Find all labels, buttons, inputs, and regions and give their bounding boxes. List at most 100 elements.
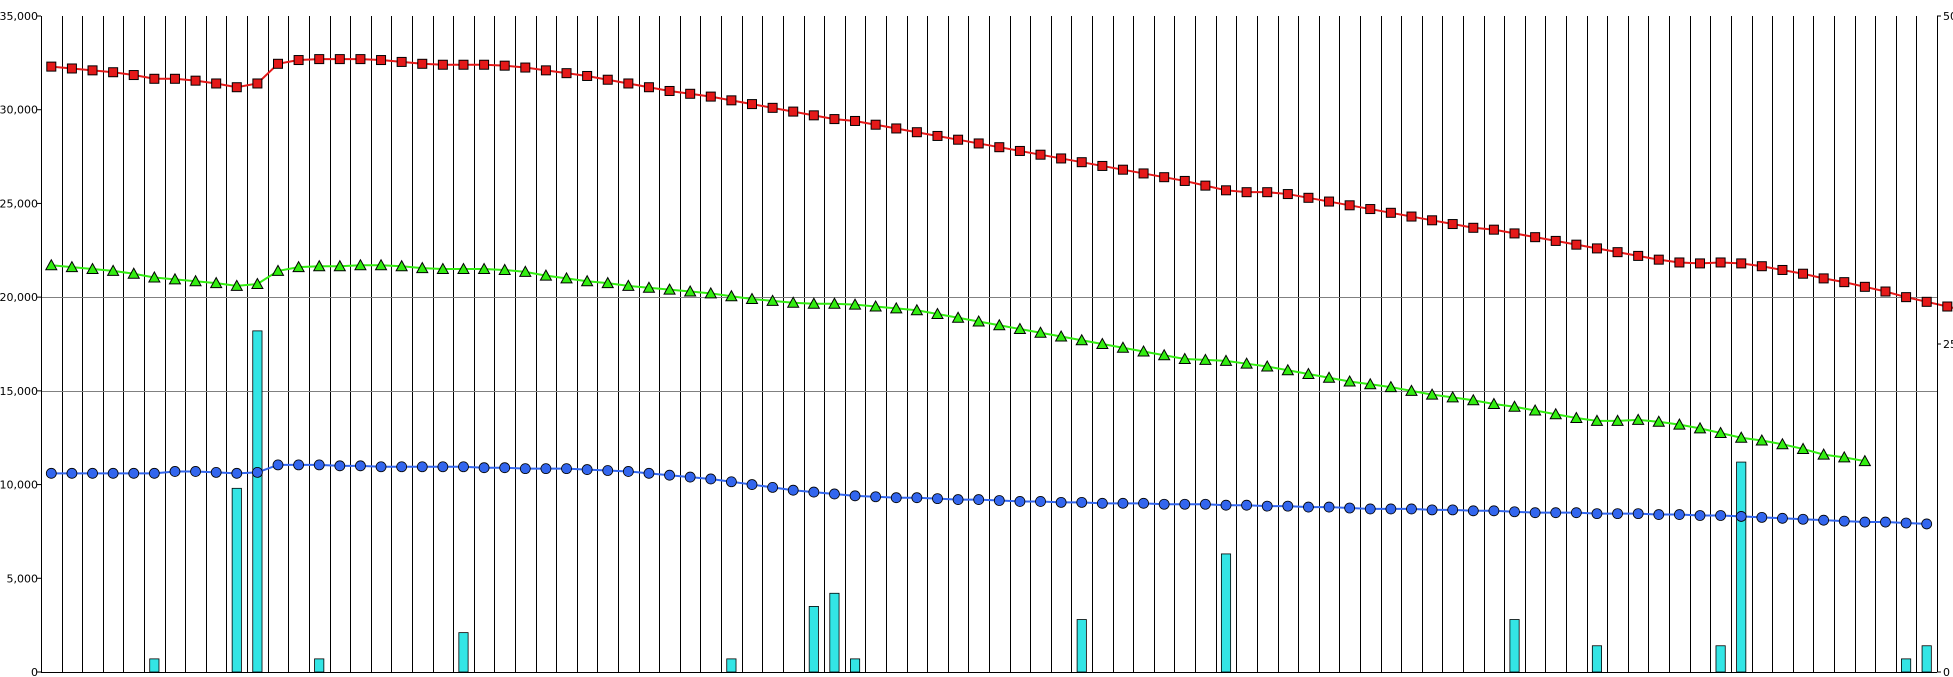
line-series [44,54,1953,530]
data-point [1715,257,1726,268]
data-point [643,82,654,93]
data-point [1529,507,1541,519]
series-square [46,54,1953,312]
data-point [210,466,222,478]
data-point [602,74,613,85]
data-point [189,274,202,287]
data-point [1653,509,1665,520]
data-point [1282,189,1293,200]
data-point [1138,168,1149,179]
data-point [1344,502,1356,514]
data-point [66,63,77,74]
data-point [1178,352,1192,364]
data-point [1858,454,1872,467]
data-point [1571,239,1582,250]
data-point [457,262,470,275]
data-point [252,78,263,89]
data-point [1344,200,1355,211]
data-point [1056,153,1067,164]
data-point [973,138,984,149]
data-point [458,59,469,70]
data-point [683,284,697,297]
data-point [1385,503,1397,515]
data-point [951,311,965,323]
data-point [1612,247,1623,258]
bar [1715,645,1726,673]
data-point [355,460,366,472]
data-point [808,486,820,498]
data-point [1364,503,1376,515]
data-point [209,276,223,289]
data-point [168,272,182,285]
data-point [1528,403,1542,416]
data-point [1014,145,1025,156]
data-point [1384,380,1398,393]
data-point [169,73,180,84]
data-point [622,279,635,291]
data-point [932,493,943,505]
data-point [891,123,902,134]
data-point [1075,333,1089,346]
data-point [684,471,696,483]
bar [1591,645,1602,673]
data-point [374,258,388,271]
data-point [1508,400,1521,412]
data-point [766,294,779,306]
data-point [1837,450,1851,463]
data-point [561,463,572,475]
data-point [1035,496,1046,507]
data-point [1880,516,1891,528]
data-point [1693,421,1707,434]
data-point [1797,513,1809,525]
data-point [1487,397,1501,409]
data-point [1880,286,1891,297]
data-point [148,467,160,479]
data-point [313,459,325,471]
data-point [1755,433,1769,446]
right-tick-label: 25 [1943,338,1953,351]
data-point [251,277,264,290]
data-point [498,263,512,275]
right-tick-label: 50 [1943,10,1953,23]
data-point [1096,497,1108,509]
data-point [417,58,428,69]
data-point [540,65,551,76]
bar [252,330,263,673]
data-point [128,467,140,479]
data-point [1054,329,1068,342]
data-point [1839,277,1850,288]
data-point [108,67,119,78]
data-point [1076,496,1088,508]
data-point [458,461,469,473]
data-point [745,292,759,305]
data-point [1137,344,1150,357]
data-point [1921,296,1932,307]
data-point [333,259,347,272]
data-point [1343,374,1356,387]
data-point [1322,371,1336,383]
data-point [334,54,345,65]
data-point [436,262,450,275]
data-point [231,467,243,479]
data-point [767,481,779,493]
data-point [1426,504,1438,516]
data-point [1447,219,1458,230]
data-point [1199,353,1212,365]
data-point [1756,261,1767,272]
data-point [849,490,861,502]
data-point [642,281,656,293]
data-point [1756,511,1768,523]
data-point [106,264,120,276]
left-tick-label: 25,000 [0,197,38,210]
data-point [1076,157,1087,168]
data-point [561,68,572,79]
data-point [86,262,99,275]
data-point [1096,337,1109,349]
data-point [437,59,448,70]
data-point [416,461,428,473]
data-point [395,259,408,272]
data-point [850,115,861,126]
data-point [1466,393,1480,406]
data-point [1590,414,1604,426]
data-point [107,467,119,479]
